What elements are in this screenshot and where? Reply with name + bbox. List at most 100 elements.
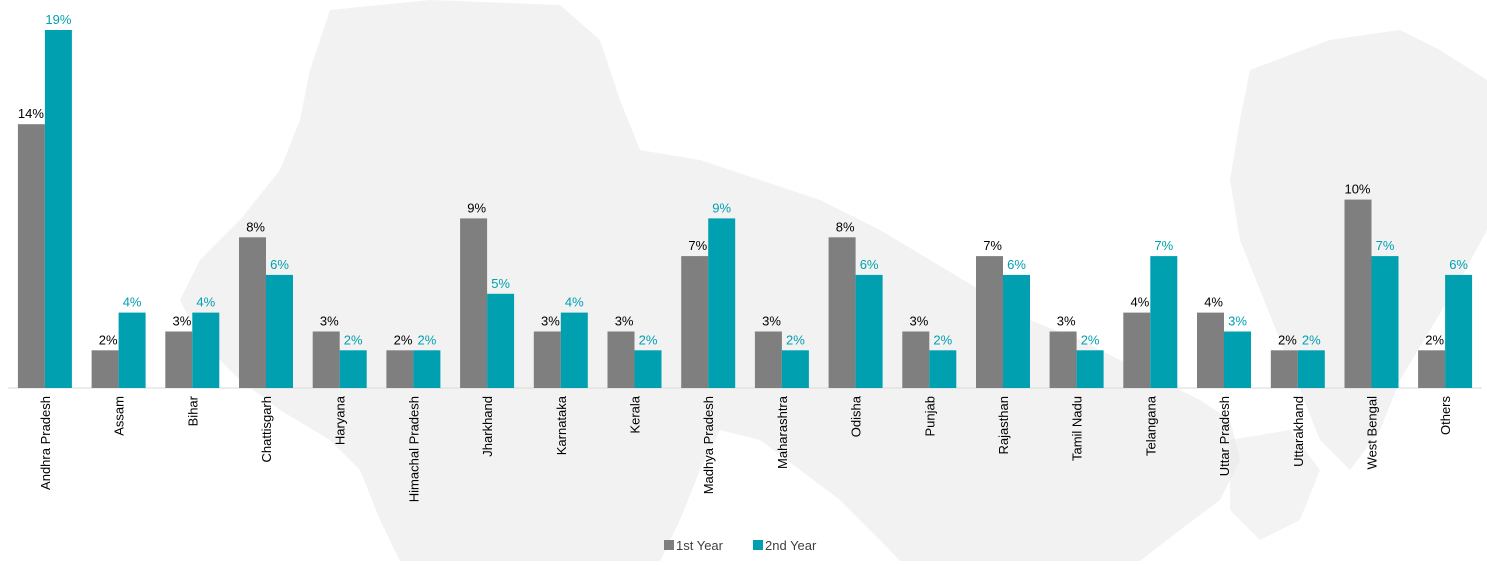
bar-1st-year-rajasthan (976, 256, 1003, 388)
value-label-2nd-year-telangana: 7% (1154, 238, 1173, 253)
bar-2nd-year-odisha (855, 274, 883, 388)
x-tick-label-uttarakhand: Uttarakhand (1291, 396, 1306, 467)
x-tick-label-west-bengal: West Bengal (1365, 396, 1380, 470)
value-label-2nd-year-andhra-pradesh: 19% (45, 12, 71, 27)
value-label-2nd-year-karnataka: 4% (565, 295, 584, 310)
bar-2nd-year-maharashtra (781, 350, 809, 388)
value-label-2nd-year-madhya-pradesh: 9% (712, 200, 731, 215)
x-tick-label-karnataka: Karnataka (554, 395, 569, 455)
value-label-2nd-year-chattisgarh: 6% (270, 257, 289, 272)
value-labels: 14% 19% 2% 4% 3% 4% 8% 6% 3% 2% 2% 2% 9% 5% 3% 4% 3% 2% 7%… (18, 12, 1469, 347)
bar-1st-year-bihar (165, 331, 193, 388)
x-tick-label-jharkhand: Jharkhand (480, 396, 495, 457)
x-tick-label-haryana: Haryana (333, 395, 348, 445)
bars (17, 30, 1473, 388)
x-tick-label-uttar-pradesh: Uttar Pradesh (1217, 396, 1232, 476)
value-label-1st-year-telangana: 4% (1131, 295, 1150, 310)
legend: 1st Year 2nd Year (664, 538, 817, 553)
x-tick-label-rajasthan: Rajasthan (996, 396, 1011, 455)
value-label-1st-year-assam: 2% (99, 332, 118, 347)
value-label-1st-year-bihar: 3% (173, 314, 192, 329)
bar-1st-year-haryana (312, 331, 340, 388)
bar-2nd-year-himachal-pradesh (413, 350, 441, 388)
value-label-1st-year-rajasthan: 7% (983, 238, 1002, 253)
value-label-1st-year-odisha: 8% (836, 219, 855, 234)
x-tick-label-andhra-pradesh: Andhra Pradesh (38, 396, 53, 490)
bar-1st-year-odisha (828, 237, 856, 388)
bar-2nd-year-uttar-pradesh (1224, 331, 1251, 388)
value-label-1st-year-kerala: 3% (615, 314, 634, 329)
value-label-2nd-year-himachal-pradesh: 2% (418, 332, 437, 347)
value-label-1st-year-chattisgarh: 8% (246, 219, 265, 234)
bar-1st-year-assam (91, 350, 119, 388)
bar-1st-year-jharkhand (460, 218, 488, 388)
bar-1st-year-kerala (607, 331, 635, 388)
value-label-2nd-year-odisha: 6% (860, 257, 879, 272)
value-label-2nd-year-rajasthan: 6% (1007, 257, 1026, 272)
value-label-1st-year-andhra-pradesh: 14% (18, 106, 44, 121)
bar-2nd-year-rajasthan (1003, 274, 1030, 388)
x-tick-label-bihar: Bihar (185, 395, 200, 426)
value-label-2nd-year-maharashtra: 2% (786, 332, 805, 347)
bar-1st-year-punjab (902, 331, 930, 388)
value-label-1st-year-maharashtra: 3% (762, 314, 781, 329)
bar-1st-year-maharashtra (754, 331, 782, 388)
value-label-2nd-year-haryana: 2% (344, 332, 363, 347)
value-label-1st-year-others: 2% (1425, 332, 1444, 347)
bar-2nd-year-bihar (192, 312, 220, 388)
value-label-1st-year-tamil-nadu: 3% (1057, 314, 1076, 329)
x-tick-label-maharashtra: Maharashtra (775, 395, 790, 469)
bar-1st-year-andhra-pradesh (17, 124, 45, 388)
x-tick-label-assam: Assam (112, 396, 127, 436)
bar-2nd-year-haryana (339, 350, 367, 388)
bar-1st-year-others (1418, 350, 1446, 388)
bar-2nd-year-west-bengal (1371, 256, 1399, 388)
bar-2nd-year-punjab (929, 350, 957, 388)
x-tick-label-telangana: Telangana (1143, 395, 1158, 456)
bar-2nd-year-jharkhand (487, 293, 515, 388)
legend-swatch-2nd-year (753, 540, 763, 550)
x-tick-labels: Andhra Pradesh Assam Bihar Chattisgarh Harya… (38, 395, 1453, 502)
value-label-1st-year-west-bengal: 10% (1344, 182, 1370, 197)
legend-label-2nd-year: 2nd Year (765, 538, 817, 553)
x-tick-label-himachal-pradesh: Himachal Pradesh (406, 396, 421, 502)
bar-2nd-year-telangana (1150, 256, 1178, 388)
bar-2nd-year-andhra-pradesh (44, 30, 72, 388)
value-label-2nd-year-bihar: 4% (196, 295, 215, 310)
legend-label-1st-year: 1st Year (676, 538, 724, 553)
bar-2nd-year-karnataka (560, 312, 588, 388)
bar-1st-year-tamil-nadu (1049, 331, 1077, 388)
x-tick-label-others: Others (1438, 396, 1453, 436)
value-label-2nd-year-jharkhand: 5% (491, 276, 510, 291)
value-label-1st-year-punjab: 3% (910, 314, 929, 329)
value-label-1st-year-uttarakhand: 2% (1278, 332, 1297, 347)
x-tick-label-odisha: Odisha (849, 395, 864, 437)
bar-2nd-year-tamil-nadu (1076, 350, 1104, 388)
value-label-1st-year-uttar-pradesh: 4% (1204, 295, 1223, 310)
value-label-2nd-year-assam: 4% (123, 295, 142, 310)
bar-2nd-year-others (1445, 274, 1473, 388)
x-tick-label-kerala: Kerala (628, 395, 643, 433)
value-label-1st-year-madhya-pradesh: 7% (688, 238, 707, 253)
x-tick-label-tamil-nadu: Tamil Nadu (1070, 396, 1085, 461)
x-tick-label-madhya-pradesh: Madhya Pradesh (701, 396, 716, 494)
x-tick-label-punjab: Punjab (922, 396, 937, 436)
value-label-2nd-year-punjab: 2% (933, 332, 952, 347)
value-label-2nd-year-west-bengal: 7% (1376, 238, 1395, 253)
value-label-2nd-year-kerala: 2% (639, 332, 658, 347)
value-label-2nd-year-tamil-nadu: 2% (1081, 332, 1100, 347)
legend-swatch-1st-year (664, 540, 674, 550)
value-label-1st-year-himachal-pradesh: 2% (394, 332, 413, 347)
x-tick-label-chattisgarh: Chattisgarh (259, 396, 274, 462)
bar-2nd-year-chattisgarh (266, 274, 293, 388)
value-label-2nd-year-others: 6% (1449, 257, 1468, 272)
bar-1st-year-karnataka (533, 331, 561, 388)
bar-1st-year-himachal-pradesh (386, 350, 414, 388)
bar-2nd-year-uttarakhand (1297, 350, 1325, 388)
value-label-1st-year-karnataka: 3% (541, 314, 560, 329)
bar-1st-year-telangana (1123, 312, 1151, 388)
value-label-1st-year-haryana: 3% (320, 314, 339, 329)
bar-1st-year-uttarakhand (1270, 350, 1298, 388)
